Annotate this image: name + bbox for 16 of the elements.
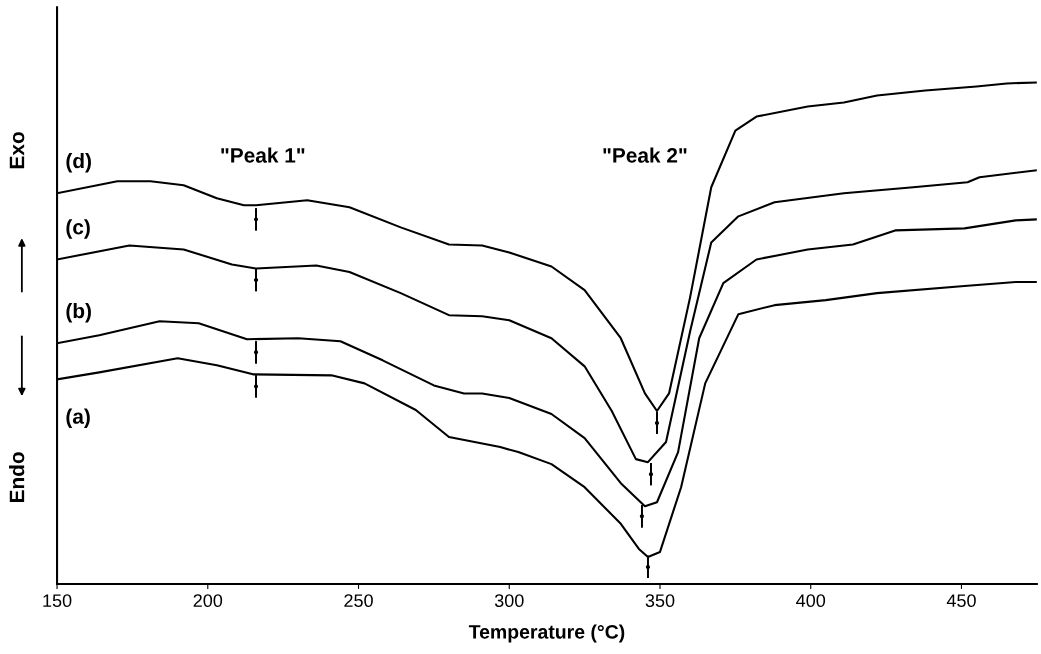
x-tick-label: 400 [796, 594, 826, 608]
series-label: (d) [66, 153, 91, 173]
x-tick-label: 150 [43, 594, 72, 608]
annotation: "Peak 2" [603, 147, 687, 163]
x-axis-title: Temperature (°C) [468, 624, 625, 643]
text: Exo [9, 132, 25, 169]
x-tick-label: 200 [193, 594, 223, 608]
text: Endo [9, 452, 25, 503]
annotation: "Peak 1" [221, 147, 305, 163]
x-tick-label: 350 [645, 594, 675, 608]
legend-label: (c) [66, 219, 90, 239]
x-tick-label: 250 [344, 594, 373, 608]
series-label: (a) [66, 408, 90, 428]
x-tick-label: 300 [494, 594, 524, 608]
series-label: (b) [66, 302, 91, 323]
x-tick-label: 450 [946, 594, 976, 608]
